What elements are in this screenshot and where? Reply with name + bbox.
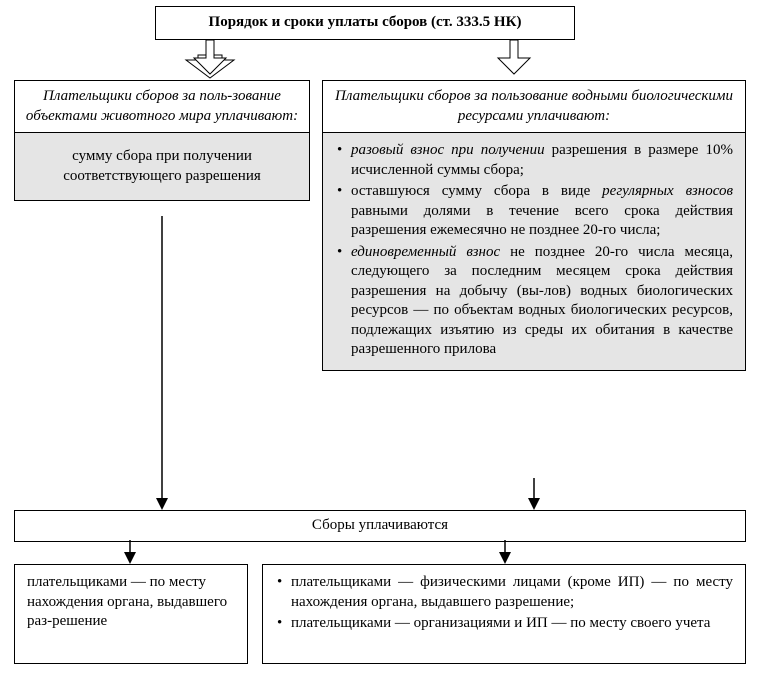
- arrow-merge-to-bottom-right: [0, 0, 758, 580]
- bottom-right-bullet-2: плательщиками — организациями и ИП — по …: [275, 614, 733, 634]
- bottom-right-bullet-1: плательщиками — физическими лицами (кром…: [275, 573, 733, 612]
- bottom-left-text: плательщиками — по месту нахождения орга…: [27, 574, 227, 629]
- bottom-left-box: плательщиками — по месту нахождения орга…: [14, 564, 248, 664]
- bottom-right-bullets: плательщиками — физическими лицами (кром…: [275, 573, 733, 634]
- bottom-right-box: плательщиками — физическими лицами (кром…: [262, 564, 746, 664]
